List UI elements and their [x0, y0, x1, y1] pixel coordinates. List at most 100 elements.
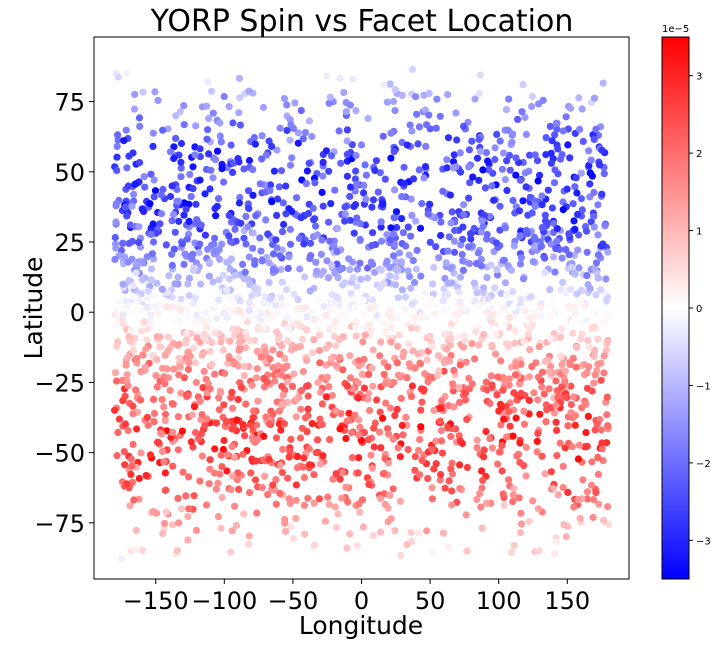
scatter-point	[144, 325, 152, 333]
scatter-point	[158, 395, 166, 404]
scatter-point	[201, 421, 209, 429]
scatter-point	[380, 490, 388, 498]
scatter-point	[262, 151, 270, 159]
scatter-point	[389, 435, 397, 443]
scatter-point	[167, 303, 175, 311]
scatter-point	[463, 547, 471, 555]
scatter-point	[153, 383, 161, 391]
scatter-point	[158, 285, 166, 293]
scatter-point	[465, 146, 473, 154]
y-tick-label: 50	[54, 159, 85, 187]
scatter-point	[177, 164, 185, 172]
scatter-point	[112, 304, 120, 312]
scatter-point	[186, 170, 194, 178]
scatter-point	[444, 424, 452, 432]
scatter-point	[554, 170, 562, 178]
scatter-point	[547, 159, 556, 167]
scatter-point	[253, 347, 261, 355]
scatter-point	[185, 292, 193, 300]
scatter-point	[516, 380, 524, 388]
scatter-point	[342, 434, 350, 443]
scatter-point	[397, 551, 405, 560]
scatter-point	[394, 294, 402, 302]
scatter-point	[257, 308, 265, 317]
scatter-point	[590, 379, 598, 387]
scatter-point	[243, 333, 251, 341]
scatter-point	[377, 495, 385, 503]
scatter-point	[412, 265, 420, 273]
scatter-point	[193, 216, 201, 224]
scatter-point	[542, 418, 550, 426]
scatter-point	[123, 371, 131, 379]
scatter-point	[132, 386, 140, 394]
scatter-point	[228, 425, 236, 433]
scatter-point	[188, 255, 196, 263]
scatter-point	[519, 275, 528, 283]
scatter-point	[215, 276, 223, 284]
scatter-point	[122, 69, 131, 77]
scatter-point	[152, 302, 160, 310]
scatter-point	[158, 447, 167, 455]
scatter-point	[386, 80, 394, 88]
scatter-point	[346, 266, 354, 274]
scatter-point	[169, 210, 178, 219]
scatter-point	[550, 179, 559, 187]
scatter-point	[278, 342, 286, 350]
scatter-point	[404, 267, 412, 275]
scatter-point	[113, 153, 121, 161]
scatter-point	[349, 75, 357, 83]
scatter-point	[160, 403, 168, 411]
scatter-point	[260, 374, 268, 382]
scatter-point	[240, 165, 248, 173]
scatter-point	[319, 202, 327, 210]
scatter-point	[596, 161, 604, 169]
scatter-point	[311, 179, 319, 187]
scatter-point	[488, 182, 496, 190]
scatter-point	[259, 299, 268, 307]
scatter-point	[150, 409, 158, 418]
scatter-point	[354, 469, 362, 477]
scatter-point	[424, 475, 432, 483]
scatter-point	[138, 205, 146, 213]
scatter-point	[251, 308, 259, 316]
scatter-point	[254, 435, 262, 443]
scatter-point	[473, 154, 482, 162]
scatter-point	[113, 142, 121, 150]
scatter-point	[516, 458, 524, 466]
scatter-point	[361, 161, 369, 169]
scatter-point	[472, 327, 480, 336]
scatter-point	[355, 357, 363, 365]
scatter-point	[197, 221, 205, 229]
scatter-point	[437, 427, 445, 435]
scatter-point	[357, 436, 365, 444]
scatter-point	[520, 337, 528, 346]
scatter-point	[245, 306, 253, 314]
scatter-point	[456, 300, 464, 308]
scatter-point	[129, 440, 137, 448]
scatter-point	[194, 435, 202, 443]
scatter-point	[142, 345, 150, 353]
scatter-point	[479, 222, 487, 231]
scatter-point	[352, 332, 360, 340]
scatter-point	[220, 92, 228, 101]
scatter-point	[439, 529, 447, 537]
scatter-point	[339, 366, 347, 374]
scatter-point	[209, 278, 217, 286]
scatter-point	[491, 144, 499, 152]
scatter-point	[417, 423, 425, 431]
scatter-point	[377, 218, 385, 226]
scatter-point	[289, 535, 298, 543]
scatter-point	[332, 523, 341, 532]
scatter-point	[220, 178, 228, 186]
scatter-point	[509, 303, 518, 311]
scatter-point	[348, 141, 356, 149]
scatter-point	[191, 429, 200, 437]
scatter-point	[551, 268, 559, 276]
scatter-point	[491, 284, 499, 292]
scatter-point	[150, 193, 158, 201]
scatter-point	[597, 426, 606, 434]
scatter-point	[482, 378, 490, 386]
scatter-point	[556, 333, 565, 341]
scatter-point	[278, 401, 286, 409]
scatter-point	[379, 414, 387, 422]
